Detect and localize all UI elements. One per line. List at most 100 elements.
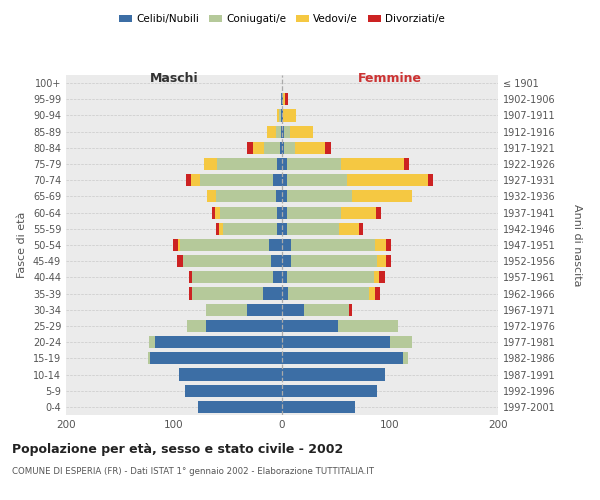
Bar [282, 384, 377, 397]
Bar [287, 174, 347, 186]
Bar [282, 336, 390, 348]
Bar [287, 158, 341, 170]
Bar [215, 206, 220, 218]
Bar [282, 401, 355, 413]
Bar [281, 126, 282, 138]
Bar [376, 206, 382, 218]
Bar [428, 174, 433, 186]
Bar [277, 222, 282, 235]
Bar [179, 368, 282, 380]
Bar [277, 206, 282, 218]
Bar [282, 304, 304, 316]
Bar [290, 126, 313, 138]
Text: Popolazione per età, sesso e stato civile - 2002: Popolazione per età, sesso e stato civil… [12, 442, 343, 456]
Legend: Celibi/Nubili, Coniugati/e, Vedovi/e, Divorziati/e: Celibi/Nubili, Coniugati/e, Vedovi/e, Di… [115, 10, 449, 29]
Bar [187, 320, 206, 332]
Bar [290, 255, 377, 268]
Bar [282, 368, 385, 380]
Bar [220, 206, 277, 218]
Bar [148, 352, 150, 364]
Bar [289, 288, 370, 300]
Bar [374, 272, 379, 283]
Bar [186, 174, 191, 186]
Bar [247, 304, 282, 316]
Bar [193, 288, 263, 300]
Bar [386, 239, 391, 251]
Bar [282, 110, 283, 122]
Bar [208, 190, 216, 202]
Text: Maschi: Maschi [149, 72, 199, 85]
Bar [290, 239, 375, 251]
Bar [359, 222, 363, 235]
Bar [404, 158, 409, 170]
Bar [339, 222, 359, 235]
Bar [282, 222, 287, 235]
Bar [325, 142, 331, 154]
Bar [204, 158, 217, 170]
Bar [267, 126, 275, 138]
Bar [375, 239, 386, 251]
Bar [263, 288, 282, 300]
Bar [386, 255, 391, 268]
Bar [280, 142, 282, 154]
Bar [223, 222, 277, 235]
Bar [220, 222, 223, 235]
Bar [149, 336, 155, 348]
Y-axis label: Anni di nascita: Anni di nascita [572, 204, 583, 286]
Bar [284, 126, 290, 138]
Bar [287, 206, 341, 218]
Bar [282, 272, 287, 283]
Bar [189, 272, 193, 283]
Bar [282, 126, 284, 138]
Bar [352, 190, 412, 202]
Bar [377, 255, 386, 268]
Bar [283, 110, 296, 122]
Bar [282, 288, 289, 300]
Bar [304, 304, 349, 316]
Bar [181, 239, 269, 251]
Bar [182, 255, 271, 268]
Bar [178, 239, 181, 251]
Bar [198, 401, 282, 413]
Bar [263, 142, 280, 154]
Bar [282, 142, 284, 154]
Bar [283, 93, 285, 106]
Bar [349, 304, 352, 316]
Bar [341, 158, 404, 170]
Bar [277, 158, 282, 170]
Bar [281, 110, 282, 122]
Bar [282, 93, 283, 106]
Bar [379, 272, 385, 283]
Bar [287, 222, 339, 235]
Bar [282, 174, 287, 186]
Bar [287, 190, 352, 202]
Bar [150, 352, 282, 364]
Bar [185, 384, 282, 397]
Bar [206, 320, 282, 332]
Bar [375, 288, 380, 300]
Bar [403, 352, 409, 364]
Bar [282, 255, 290, 268]
Bar [191, 174, 200, 186]
Bar [212, 206, 215, 218]
Bar [200, 174, 274, 186]
Bar [279, 110, 281, 122]
Text: COMUNE DI ESPERIA (FR) - Dati ISTAT 1° gennaio 2002 - Elaborazione TUTTITALIA.IT: COMUNE DI ESPERIA (FR) - Dati ISTAT 1° g… [12, 468, 374, 476]
Bar [281, 93, 282, 106]
Bar [275, 126, 281, 138]
Bar [341, 206, 376, 218]
Bar [216, 222, 220, 235]
Bar [253, 142, 263, 154]
Bar [177, 255, 182, 268]
Bar [271, 255, 282, 268]
Bar [390, 336, 412, 348]
Bar [347, 174, 428, 186]
Bar [274, 174, 282, 186]
Y-axis label: Fasce di età: Fasce di età [17, 212, 27, 278]
Bar [370, 288, 375, 300]
Bar [275, 190, 282, 202]
Bar [282, 190, 287, 202]
Bar [295, 142, 325, 154]
Bar [277, 110, 279, 122]
Bar [247, 142, 253, 154]
